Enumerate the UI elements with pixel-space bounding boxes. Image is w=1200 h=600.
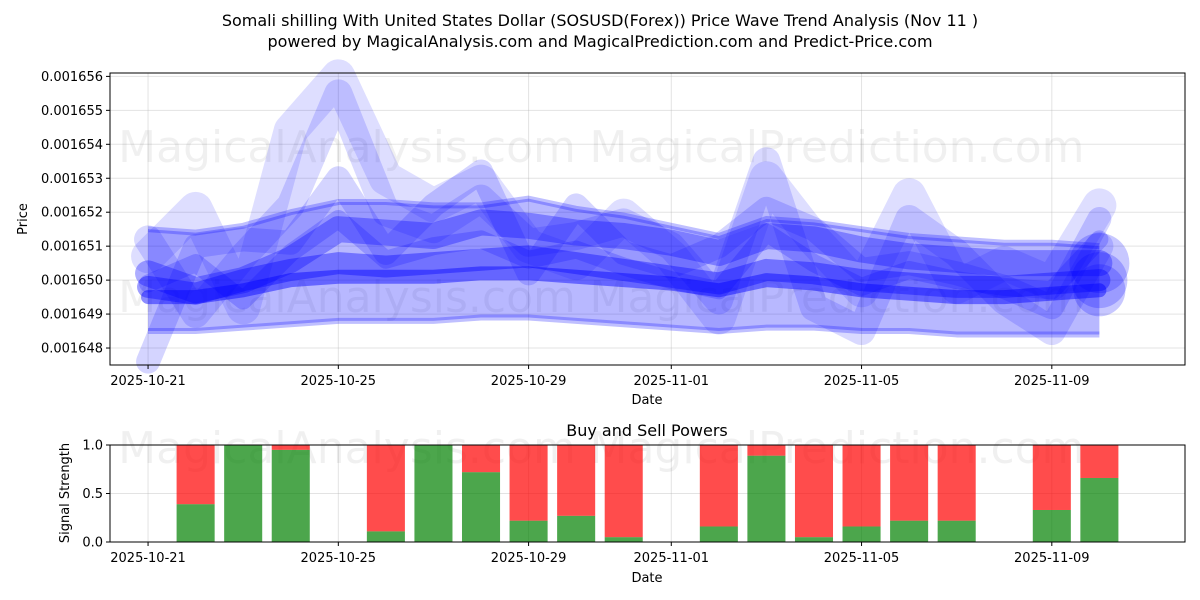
buy-power-bar [414,445,453,542]
price-plot-frame [109,72,1186,366]
watermark-prediction-top: MagicalPrediction.com [590,122,1085,173]
signal-x-tick-label: 2025-11-05 [824,551,900,566]
buy-power-bar [937,520,976,542]
sell-power-bar [1032,445,1071,510]
sell-power-bar [604,445,643,538]
price-y-tick-label: 0.001653 [41,172,103,187]
buy-power-bar [557,515,596,542]
price-series-wave-mid-2 [137,245,1111,305]
price-watermarks: MagicalAnalysis.com MagicalPrediction.co… [118,122,1084,323]
sell-power-bar [557,445,596,516]
sell-power-bar [794,445,834,538]
buy-power-bar [224,445,263,542]
sell-power-bar [366,445,405,532]
price-y-tick-label: 0.001656 [41,70,103,85]
signal-x-tick-label: 2025-10-21 [110,551,186,566]
price-x-axis-title: Date [631,393,662,408]
price-x-tick-label: 2025-11-01 [634,374,710,389]
signal-x-axis-title: Date [631,571,662,586]
buy-power-bar [461,472,501,542]
price-series-upper-band [147,195,1100,250]
watermark-prediction-mid: MagicalPrediction.com [590,272,1085,323]
sell-power-bar [937,445,976,521]
price-series-wave-swing-3 [136,159,1112,374]
signal-y-tick-label: 1.0 [82,439,103,454]
price-x-tick-label: 2025-10-29 [491,374,567,389]
signal-y-axis: 0.0 0.5 1.0 [82,439,110,551]
price-x-tick-label: 2025-10-21 [110,374,186,389]
buy-power-bar [604,537,643,542]
signal-y-axis-title: Signal Strength [58,443,73,543]
price-wave-layers [131,59,1130,374]
price-wave-endcap [1069,233,1130,294]
price-x-tick-label: 2025-10-25 [301,374,377,389]
price-series-wave-swing-2 [134,79,1114,346]
buy-power-bar [176,504,215,542]
price-series-wave-mid-1 [135,209,1113,304]
price-envelope-band [148,198,1100,335]
price-y-tick-label: 0.001652 [41,206,103,221]
signal-bars [176,445,1119,542]
sell-power-bar [271,445,310,450]
price-wave-endcap [1071,252,1128,309]
signal-y-tick-label: 0.5 [82,487,103,502]
price-y-tick-label: 0.001655 [41,104,103,119]
sell-power-bar [842,445,881,527]
signal-x-tick-label: 2025-11-01 [634,551,710,566]
buy-power-bar [747,455,786,542]
sell-power-bar [176,445,215,505]
price-y-axis-title: Price [16,203,31,235]
buy-power-bar [1032,509,1071,542]
sell-power-bar [461,445,501,473]
buy-power-bar [794,537,834,542]
buy-power-bar [271,449,310,542]
signal-x-tick-label: 2025-10-25 [301,551,377,566]
price-y-tick-label: 0.001649 [41,308,103,323]
price-x-tick-label: 2025-11-09 [1014,374,1090,389]
watermark-analysis-top: MagicalAnalysis.com [118,122,576,173]
price-series-lower-band [148,314,1100,338]
price-series-wave-swing-1 [131,59,1117,335]
price-wave-endcap [1073,264,1126,317]
watermark-analysis-mid: MagicalAnalysis.com [118,272,576,323]
sell-power-bar [890,445,929,521]
buy-power-bar [509,520,548,542]
price-x-axis: 2025-10-21 2025-10-25 2025-10-29 2025-11-01… [110,365,1090,389]
sell-power-bar [509,445,548,521]
chart-title-line1: Somali shilling With United States Dolla… [222,11,978,30]
signal-x-tick-label: 2025-10-29 [491,551,567,566]
sell-power-bar [699,445,738,527]
buy-power-bar [890,520,929,542]
price-series-wave-swing-4 [139,210,1109,310]
signal-y-tick-label: 0.0 [82,536,103,551]
price-x-tick-label: 2025-11-05 [824,374,900,389]
chart-title-line2: powered by MagicalAnalysis.com and Magic… [267,32,932,51]
price-y-axis: 0.001648 0.001649 0.001650 0.001651 0.001652… [41,70,110,357]
signal-x-tick-label: 2025-11-09 [1014,551,1090,566]
price-series-wave-mid-3 [141,266,1107,305]
buy-power-bar [1080,477,1119,542]
buy-power-bar [842,526,881,542]
price-grid [110,73,1185,365]
price-y-tick-label: 0.001654 [41,138,103,153]
price-y-tick-label: 0.001650 [41,274,103,289]
buy-power-bar [699,526,738,542]
sell-power-bar [747,445,786,456]
signal-chart-title: Buy and Sell Powers [566,421,728,440]
price-y-tick-label: 0.001648 [41,342,103,357]
sell-power-bar [1080,445,1119,478]
buy-power-bar [366,531,405,542]
watermark-prediction-bottom: MagicalPrediction.com [590,423,1085,474]
price-y-tick-label: 0.001651 [41,240,103,255]
signal-x-axis: 2025-10-21 2025-10-25 2025-10-29 2025-11-01… [110,542,1090,566]
